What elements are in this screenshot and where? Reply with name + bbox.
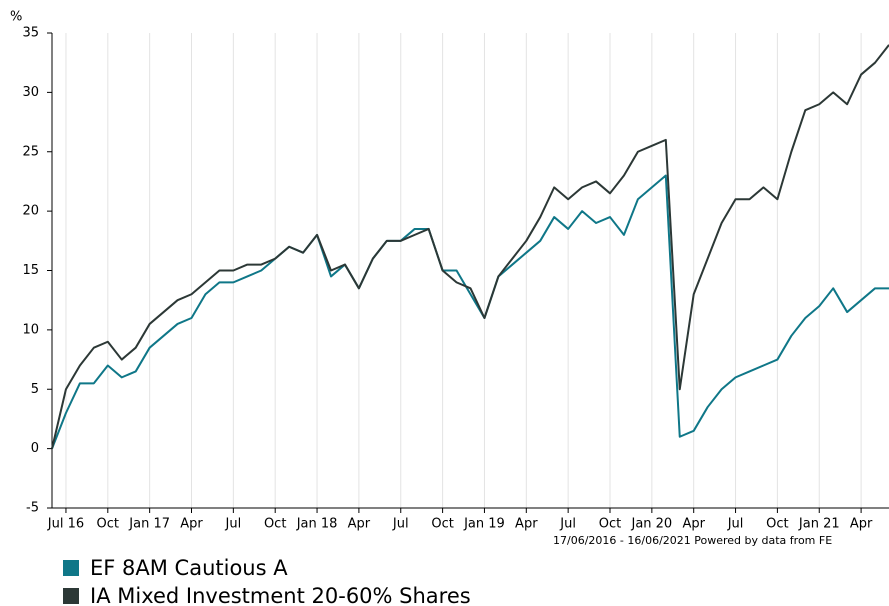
x-tick-label: Jul xyxy=(392,517,409,532)
x-tick-label: Jan 18 xyxy=(296,517,338,532)
x-tick-label: Jul xyxy=(727,517,744,532)
x-tick-label: Jan 17 xyxy=(128,517,170,532)
legend-label: IA Mixed Investment 20-60% Shares xyxy=(90,584,471,606)
x-tick-label: Jul xyxy=(559,517,576,532)
x-tick-label: Oct xyxy=(599,517,621,532)
series-line xyxy=(51,174,889,449)
y-tick-label: 35 xyxy=(22,26,39,41)
x-tick-label: Jul xyxy=(225,517,242,532)
y-tick-label: 30 xyxy=(22,85,39,100)
x-tick-label: Oct xyxy=(766,517,788,532)
y-tick-label: 25 xyxy=(22,144,39,159)
y-tick-label: 10 xyxy=(22,322,39,337)
y-tick-label: 5 xyxy=(31,382,39,397)
x-tick-label: Apr xyxy=(515,517,538,532)
y-axis-label: % xyxy=(10,10,22,25)
x-tick-label: Jul 16 xyxy=(47,517,84,532)
legend-swatch xyxy=(63,588,79,604)
series-line xyxy=(51,44,889,449)
x-tick-label: Apr xyxy=(180,517,203,532)
x-tick-label: Apr xyxy=(682,517,705,532)
footnote: 17/06/2016 - 16/06/2021 Powered by data … xyxy=(553,534,832,547)
x-tick-label: Oct xyxy=(264,517,286,532)
x-tick-label: Oct xyxy=(97,517,119,532)
y-tick-label: 15 xyxy=(22,263,39,278)
legend-label: EF 8AM Cautious A xyxy=(90,556,288,580)
x-tick-label: Apr xyxy=(348,517,371,532)
x-tick-label: Jan 20 xyxy=(630,517,672,532)
x-tick-label: Jan 19 xyxy=(463,517,505,532)
y-tick-label: 0 xyxy=(31,441,39,456)
y-tick-label: -5 xyxy=(26,501,39,516)
x-tick-label: Jan 21 xyxy=(798,517,840,532)
y-tick-label: 20 xyxy=(22,204,39,219)
x-tick-label: Oct xyxy=(431,517,453,532)
legend-swatch xyxy=(63,560,79,576)
x-tick-label: Apr xyxy=(850,517,873,532)
